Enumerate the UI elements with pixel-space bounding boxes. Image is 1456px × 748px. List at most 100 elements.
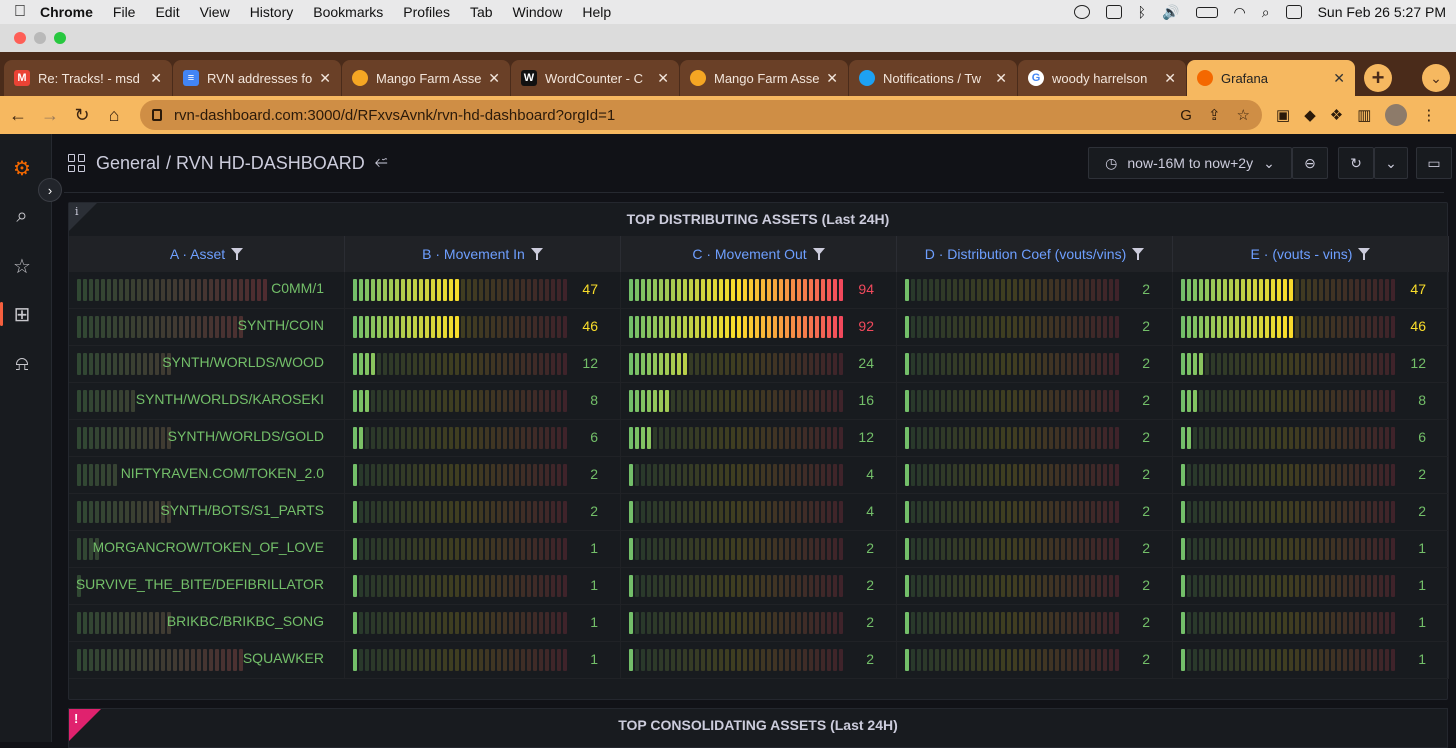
column-label[interactable]: B · Movement In: [422, 246, 525, 262]
address-bar[interactable]: rvn-dashboard.com:3000/d/RFxvsAvnk/rvn-h…: [140, 100, 1262, 130]
asset-cell[interactable]: C0MM/1: [69, 272, 345, 308]
vouts-minus-vins-cell[interactable]: 12: [1173, 346, 1449, 382]
vouts-minus-vins-cell[interactable]: 6: [1173, 420, 1449, 456]
movement-in-cell[interactable]: 6: [345, 420, 621, 456]
movement-in-cell[interactable]: 2: [345, 457, 621, 493]
distribution-coef-cell[interactable]: 2: [897, 309, 1173, 345]
menubar-datetime[interactable]: Sun Feb 26 5:27 PM: [1317, 4, 1446, 20]
asset-name[interactable]: SYNTH/WORLDS/GOLD: [167, 428, 324, 444]
filter-icon[interactable]: [1132, 248, 1145, 260]
back-icon[interactable]: ←: [9, 104, 27, 125]
zoom-window-button[interactable]: [54, 32, 66, 44]
bluetooth-icon[interactable]: ᛒ: [1137, 4, 1147, 20]
movement-out-cell[interactable]: 4: [621, 457, 897, 493]
close-tab-icon[interactable]: ✕: [150, 69, 162, 86]
movement-in-cell[interactable]: 1: [345, 531, 621, 567]
movement-in-cell[interactable]: 8: [345, 383, 621, 419]
asset-cell[interactable]: SURVIVE_THE_BITE/DEFIBRILLATOR: [69, 568, 345, 604]
table-row[interactable]: SYNTH/WORLDS/GOLD 6 12 2 6: [69, 420, 1449, 457]
asset-name[interactable]: MORGANCROW/TOKEN_OF_LOVE: [92, 539, 324, 555]
close-tab-icon[interactable]: ✕: [319, 69, 331, 86]
tab-twitter[interactable]: Notifications / Tw ✕: [849, 60, 1017, 96]
asset-cell[interactable]: SYNTH/COIN: [69, 309, 345, 345]
distribution-coef-cell[interactable]: 2: [897, 383, 1173, 419]
vouts-minus-vins-cell[interactable]: 47: [1173, 272, 1449, 308]
movement-in-cell[interactable]: 1: [345, 642, 621, 678]
close-tab-icon[interactable]: ✕: [657, 69, 669, 86]
movement-out-cell[interactable]: 24: [621, 346, 897, 382]
close-tab-icon[interactable]: ✕: [995, 69, 1007, 86]
minimize-window-button[interactable]: [34, 32, 46, 44]
tab-docs[interactable]: ≡ RVN addresses fo ✕: [173, 60, 341, 96]
menu-tab[interactable]: Tab: [469, 4, 493, 20]
movement-in-cell[interactable]: 12: [345, 346, 621, 382]
filter-icon[interactable]: [530, 248, 543, 260]
vouts-minus-vins-cell[interactable]: 2: [1173, 494, 1449, 530]
tab-mango-2[interactable]: Mango Farm Asse ✕: [680, 60, 848, 96]
movement-in-cell[interactable]: 47: [345, 272, 621, 308]
table-row[interactable]: C0MM/1 47 94 2 47: [69, 272, 1449, 309]
distribution-coef-cell[interactable]: 2: [897, 420, 1173, 456]
column-label[interactable]: E · (vouts - vins): [1250, 246, 1353, 262]
page-title[interactable]: / RVN HD-DASHBOARD: [166, 152, 365, 173]
tab-grafana[interactable]: Grafana ✕: [1187, 60, 1355, 96]
vouts-minus-vins-cell[interactable]: 46: [1173, 309, 1449, 345]
movement-out-cell[interactable]: 94: [621, 272, 897, 308]
battery-icon[interactable]: [1195, 6, 1218, 18]
movement-out-cell[interactable]: 16: [621, 383, 897, 419]
panel-title[interactable]: TOP DISTRIBUTING ASSETS (Last 24H): [626, 211, 890, 227]
table-row[interactable]: MORGANCROW/TOKEN_OF_LOVE 1 2 2 1: [69, 531, 1449, 568]
column-header-movement-in[interactable]: B · Movement In: [345, 236, 621, 272]
asset-cell[interactable]: MORGANCROW/TOKEN_OF_LOVE: [69, 531, 345, 567]
home-icon[interactable]: ⌂: [108, 104, 120, 125]
distribution-coef-cell[interactable]: 2: [897, 457, 1173, 493]
table-row[interactable]: NIFTYRAVEN.COM/TOKEN_2.0 2 4 2 2: [69, 457, 1449, 494]
filter-icon[interactable]: [1358, 248, 1371, 260]
screen-record-icon[interactable]: [1073, 5, 1090, 19]
menu-view[interactable]: View: [199, 4, 230, 20]
asset-cell[interactable]: SQUAWKER: [69, 642, 345, 678]
asset-name[interactable]: SYNTH/COIN: [237, 317, 324, 333]
movement-out-cell[interactable]: 12: [621, 420, 897, 456]
grafana-logo-icon[interactable]: ⚙: [13, 157, 31, 180]
vouts-minus-vins-cell[interactable]: 1: [1173, 568, 1449, 604]
asset-cell[interactable]: SYNTH/WORLDS/GOLD: [69, 420, 345, 456]
movement-out-cell[interactable]: 4: [621, 494, 897, 530]
asset-name[interactable]: SURVIVE_THE_BITE/DEFIBRILLATOR: [75, 576, 324, 592]
apple-icon[interactable]: : [0, 3, 40, 21]
filter-icon[interactable]: [812, 248, 825, 260]
close-tab-icon[interactable]: ✕: [488, 69, 500, 86]
tab-mango-1[interactable]: Mango Farm Asse ✕: [342, 60, 510, 96]
table-row[interactable]: SYNTH/BOTS/S1_PARTS 2 4 2 2: [69, 494, 1449, 531]
asset-cell[interactable]: BRIKBC/BRIKBC_SONG: [69, 605, 345, 641]
vouts-minus-vins-cell[interactable]: 1: [1173, 642, 1449, 678]
asset-name[interactable]: C0MM/1: [271, 280, 324, 296]
breadcrumb-folder[interactable]: General: [96, 152, 161, 173]
menu-history[interactable]: History: [249, 4, 294, 20]
movement-in-cell[interactable]: 1: [345, 605, 621, 641]
menu-app-name[interactable]: Chrome: [40, 4, 93, 20]
upload-icon[interactable]: [1105, 5, 1122, 19]
refresh-button[interactable]: ↻: [1338, 147, 1374, 179]
movement-out-cell[interactable]: 92: [621, 309, 897, 345]
column-header-vouts-minus-vins[interactable]: E · (vouts - vins): [1173, 236, 1449, 272]
movement-in-cell[interactable]: 46: [345, 309, 621, 345]
tab-google[interactable]: G woody harrelson ✕: [1018, 60, 1186, 96]
menu-edit[interactable]: Edit: [155, 4, 180, 20]
asset-name[interactable]: SYNTH/WORLDS/KAROSEKI: [135, 391, 324, 407]
close-window-button[interactable]: [14, 32, 26, 44]
table-row[interactable]: SYNTH/WORLDS/WOOD 12 24 2 12: [69, 346, 1449, 383]
menu-file[interactable]: File: [112, 4, 136, 20]
google-lens-icon[interactable]: G: [1180, 106, 1192, 124]
filter-icon[interactable]: [231, 248, 244, 260]
movement-in-cell[interactable]: 2: [345, 494, 621, 530]
side-panel-icon[interactable]: ▥: [1357, 107, 1372, 124]
movement-out-cell[interactable]: 2: [621, 642, 897, 678]
alerting-bell-icon[interactable]: ⍾: [15, 352, 29, 375]
movement-out-cell[interactable]: 2: [621, 531, 897, 567]
panel-title[interactable]: TOP CONSOLIDATING ASSETS (Last 24H): [618, 717, 898, 733]
bookmark-star-icon[interactable]: ☆: [1236, 107, 1250, 124]
menu-bookmarks[interactable]: Bookmarks: [313, 4, 384, 20]
movement-out-cell[interactable]: 2: [621, 568, 897, 604]
volume-icon[interactable]: 🔊: [1162, 3, 1180, 20]
